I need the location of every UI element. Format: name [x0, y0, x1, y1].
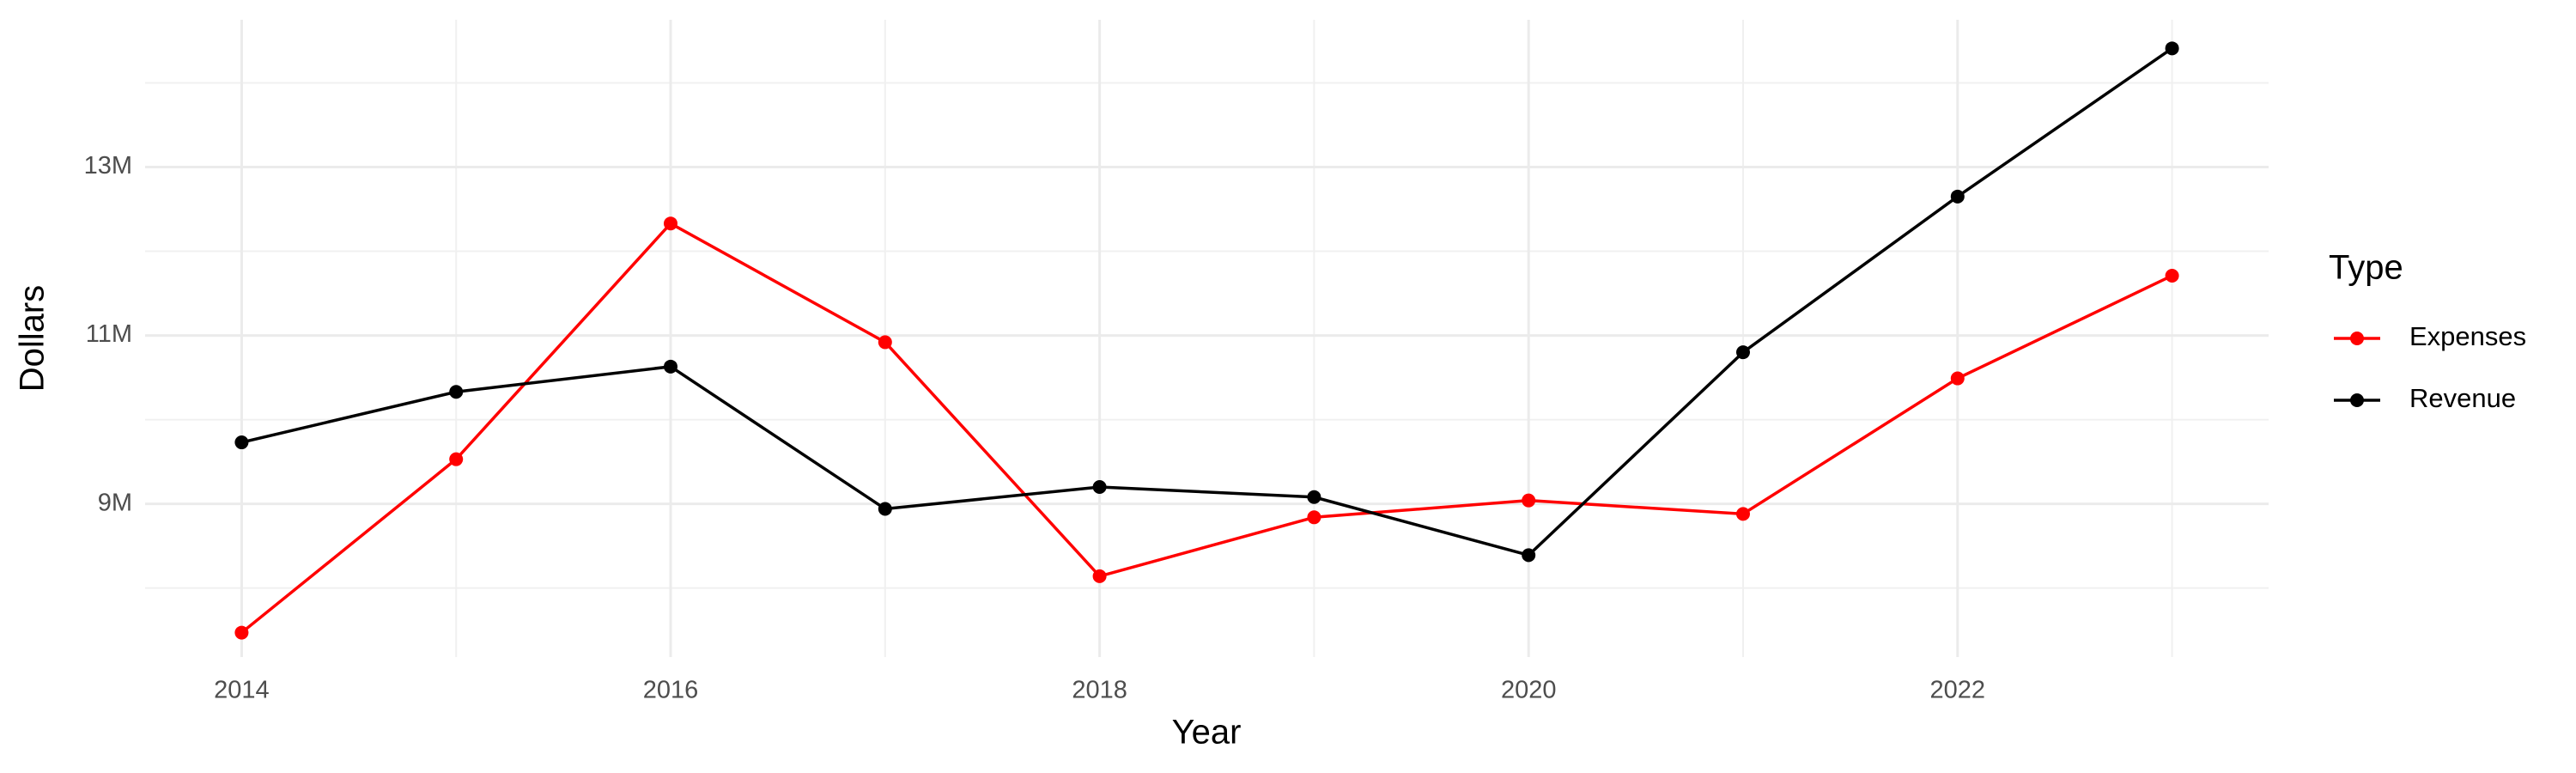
data-point [234, 625, 249, 640]
grid [145, 20, 2269, 657]
data-point [1092, 569, 1107, 583]
x-tick-label: 2014 [214, 677, 270, 704]
data-point [664, 216, 678, 231]
x-tick-label: 2016 [643, 677, 699, 704]
data-point [664, 359, 678, 374]
legend-label: Revenue [2409, 383, 2516, 413]
legend-label: Expenses [2409, 321, 2526, 351]
x-tick-label: 2018 [1072, 677, 1127, 704]
data-point [1307, 490, 1321, 504]
data-point [2165, 268, 2179, 283]
data-point [1522, 548, 1536, 563]
data-point [449, 385, 464, 399]
data-point [234, 435, 249, 450]
data-point [1735, 345, 1750, 360]
y-tick-label: 9M [98, 489, 132, 516]
legend-point [2350, 332, 2364, 345]
series-line [240, 222, 2173, 634]
data-point [1522, 493, 1536, 508]
data-point [1735, 507, 1750, 521]
data-point [878, 335, 892, 350]
data-point [2165, 41, 2179, 56]
data-point [1307, 510, 1321, 525]
y-tick-label: 13M [84, 152, 132, 180]
y-tick-label: 11M [86, 320, 132, 348]
legend-point [2350, 393, 2364, 407]
x-axis-title: Year [1172, 714, 1242, 752]
data-point [1950, 371, 1965, 386]
data-point [878, 502, 892, 516]
data-point [1092, 480, 1107, 495]
x-tick-label: 2022 [1930, 677, 1986, 704]
data-point [449, 452, 464, 466]
x-tick-label: 2020 [1501, 677, 1557, 704]
series-line [241, 46, 2173, 557]
y-axis-title: Dollars [14, 285, 52, 392]
data-point [1950, 189, 1965, 204]
legend-title: Type [2329, 249, 2403, 287]
